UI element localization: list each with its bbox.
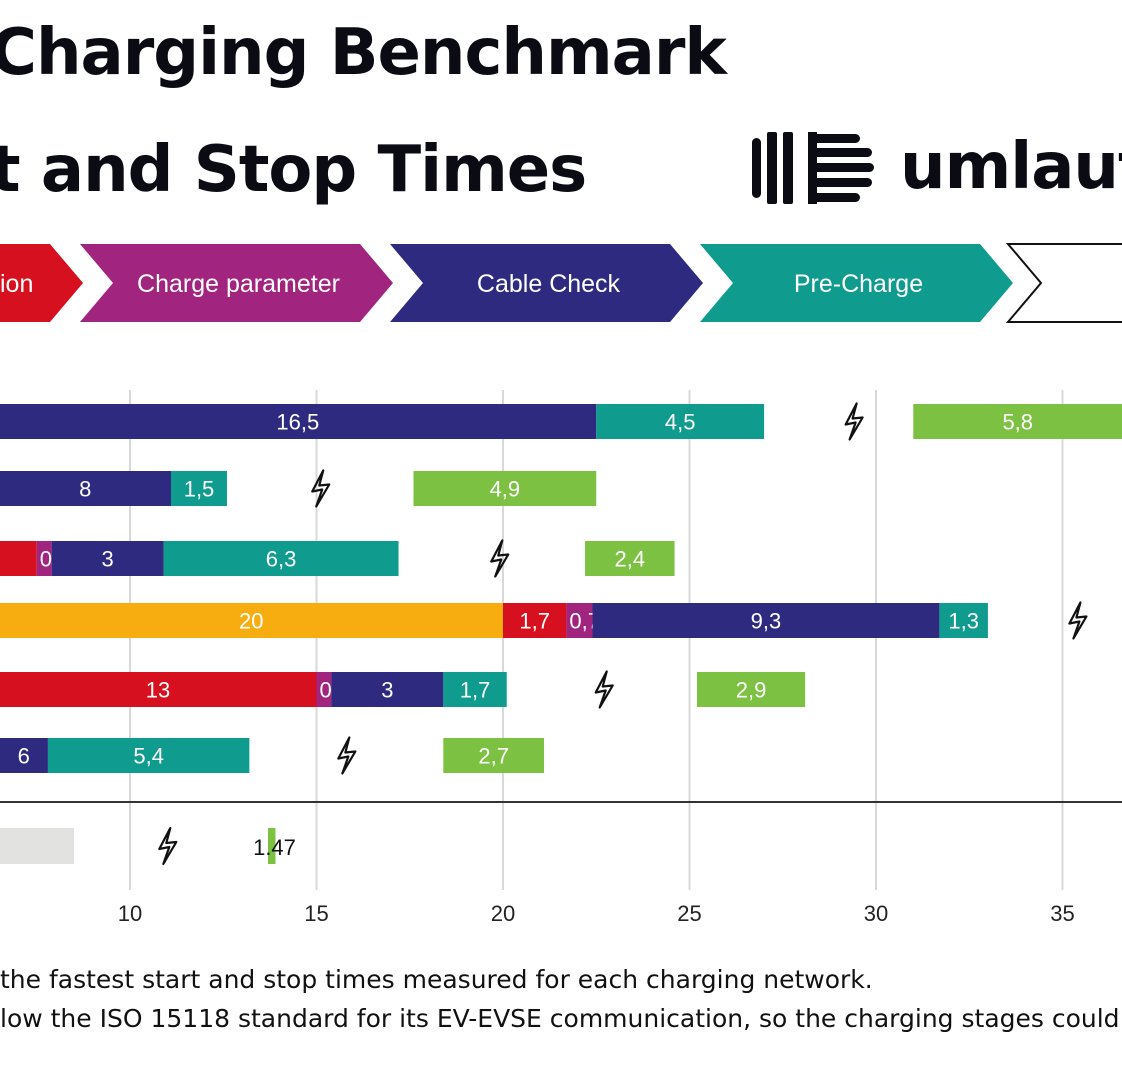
bar-value-label: 20 (239, 609, 263, 634)
chart-title-line2: t and Stop Times (0, 133, 587, 207)
x-tick-label: 35 (1050, 901, 1074, 926)
bar-segment-navy (51, 541, 164, 576)
bar-value-label: 16,5 (276, 410, 319, 435)
x-tick-label: 30 (864, 901, 888, 926)
bar-segment-navy (331, 672, 444, 707)
stage-arrow-shape (80, 244, 393, 322)
bar-value-label: 4,5 (665, 410, 696, 435)
bar-value-label: 5,4 (133, 744, 164, 769)
charging-bolt-icon (1068, 601, 1088, 640)
reference-value-label: 1.47 (253, 835, 296, 860)
charging-bolt-icon (158, 826, 178, 866)
bar-segment-teal (596, 404, 765, 439)
x-tick-label: 20 (491, 901, 515, 926)
bar-value-label: 5,8 (1002, 410, 1033, 435)
bar-segment-teal (163, 541, 399, 576)
bar-value-label: 1,5 (184, 477, 215, 502)
footnote-line1: the fastest start and stop times measure… (0, 965, 873, 994)
bar-segment-teal (47, 738, 250, 773)
bar-segment-red (503, 603, 567, 638)
x-tick-label: 15 (304, 901, 328, 926)
bar-segment-magenta (566, 603, 593, 638)
stage-2: Charge parameter (80, 244, 393, 322)
stage-label: Cable Check (477, 270, 621, 298)
stage-arrow-band: ion Charge parameter Cable Check Pre-Charge… (0, 243, 1122, 323)
bar-segment-red (0, 672, 317, 707)
bar-segment-navy (0, 471, 172, 506)
x-tick-label: 25 (677, 901, 701, 926)
footnote-line2: low the ISO 15118 standard for its EV-EV… (0, 1004, 1122, 1033)
stage-3: Cable Check (390, 244, 703, 322)
bar-segment-orange (0, 603, 503, 638)
chart-title-line1: Charging Benchmark (0, 16, 727, 90)
bar-value-label: 4,9 (490, 477, 521, 502)
stacked-bar-chart: 10152025303516,54,55,881,54,90,436,32,42… (0, 390, 1122, 926)
stage-label: C (1114, 270, 1122, 298)
bar-value-label: 9,3 (751, 609, 782, 634)
bar-value-label: 3 (381, 678, 393, 703)
bar-segment-navy (592, 603, 940, 638)
stage-4: Pre-Charge (700, 244, 1013, 322)
x-tick-label: 10 (118, 901, 142, 926)
bar-value-label: 8 (79, 477, 91, 502)
bar-value-label: 1,7 (519, 609, 550, 634)
bar-segment-navy (0, 404, 597, 439)
umlaut-logo-mark-icon (752, 132, 874, 204)
bar-value-label: 6,3 (266, 547, 297, 572)
stage-arrow-shape (0, 244, 83, 322)
bar-value-label: 3 (101, 547, 113, 572)
bar-segment-green (443, 738, 545, 773)
charging-bolt-icon (490, 539, 510, 578)
bar-segment-magenta (36, 541, 52, 576)
bar-value-label: 2,7 (478, 744, 509, 769)
stage-arrow-shape (390, 244, 703, 322)
stage-arrow-shape (1005, 243, 1122, 323)
stage-1: ion (0, 244, 83, 322)
stage-arrow-shape (700, 244, 1013, 322)
bar-segment-green (913, 404, 1122, 439)
bar-segment-red (0, 541, 37, 576)
bar-segment-green (696, 672, 806, 707)
stage-label: Pre-Charge (794, 270, 923, 298)
charging-bolt-icon (337, 736, 357, 775)
charging-bolt-icon (594, 670, 614, 709)
bar-segment-magenta (316, 672, 332, 707)
bar-value-label: 6 (18, 744, 30, 769)
bar-segment-teal (171, 471, 227, 506)
bar-value-label: 13 (146, 678, 170, 703)
logo-text: umlaut (900, 130, 1122, 204)
bar-segment-green (268, 828, 276, 864)
bar-value-label: 2,4 (615, 547, 646, 572)
bar-segment-teal (939, 603, 988, 638)
bar-segment-navy (0, 738, 48, 773)
bar-segment-green (413, 471, 597, 506)
stage-label: ion (0, 270, 33, 298)
bar-segment-green (585, 541, 675, 576)
bar-segment-gray (0, 828, 75, 864)
stage-label: Charge parameter (137, 270, 340, 298)
bar-segment-teal (443, 672, 507, 707)
bar-value-label: 2,9 (736, 678, 767, 703)
bar-value-label: 1,7 (460, 678, 491, 703)
stage-5: C (1005, 243, 1122, 323)
bar-value-label: 1,3 (948, 609, 979, 634)
charging-bolt-icon (311, 469, 331, 508)
charging-bolt-icon (844, 402, 864, 441)
